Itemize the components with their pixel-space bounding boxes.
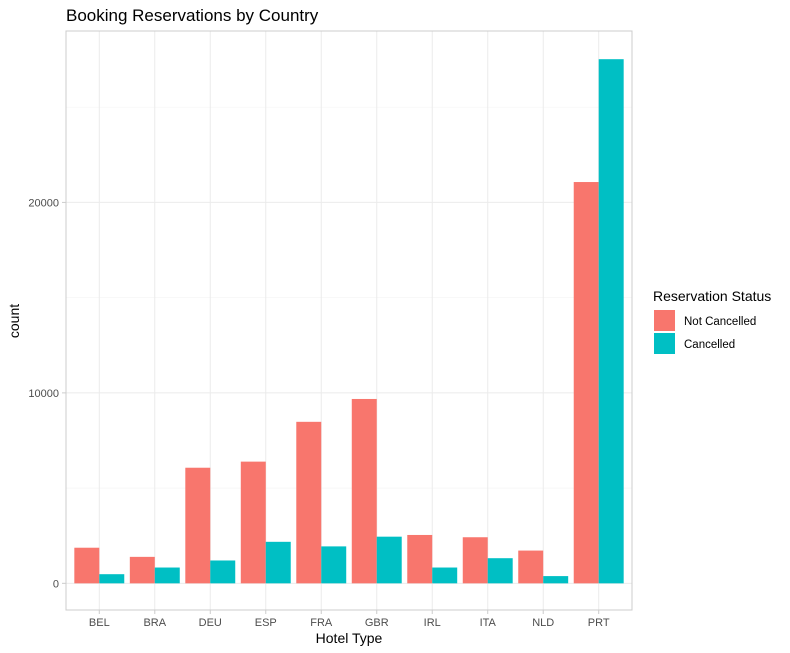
x-tick-label-esp: ESP	[255, 617, 277, 629]
bar-prt-not-cancelled	[573, 182, 599, 584]
bar-bel-not-cancelled	[74, 547, 100, 584]
bar-fra-cancelled	[321, 546, 347, 584]
x-tick-label-nld: NLD	[532, 617, 554, 629]
bar-nld-cancelled	[543, 576, 569, 584]
legend-items: Not Cancelled Cancelled	[654, 310, 756, 354]
bar-ita-not-cancelled	[462, 537, 488, 584]
legend-title: Reservation Status	[653, 288, 771, 304]
bar-gbr-cancelled	[376, 536, 402, 584]
bar-bra-cancelled	[154, 567, 180, 584]
y-tick-label: 20000	[28, 197, 59, 209]
x-tick-label-bra: BRA	[143, 617, 166, 629]
x-tick-label-prt: PRT	[588, 617, 610, 629]
legend-key-not-cancelled	[654, 310, 675, 331]
legend-label-cancelled: Cancelled	[684, 339, 735, 351]
legend: Reservation Status Not Cancelled Cancelle…	[653, 288, 771, 354]
x-tick-label-ita: ITA	[480, 617, 497, 629]
x-tick-label-gbr: GBR	[365, 617, 389, 629]
x-tick-label-bel: BEL	[89, 617, 110, 629]
bar-prt-cancelled	[598, 59, 624, 584]
plot-panel	[65, 30, 633, 611]
bar-ita-cancelled	[487, 558, 513, 584]
bars	[74, 59, 624, 584]
bar-deu-not-cancelled	[185, 467, 211, 584]
chart-title: Booking Reservations by Country	[66, 6, 319, 25]
x-tick-label-irl: IRL	[424, 617, 441, 629]
bar-bra-not-cancelled	[129, 556, 155, 584]
x-tick-label-deu: DEU	[199, 617, 222, 629]
y-axis-title: count	[6, 304, 22, 338]
legend-key-cancelled	[654, 333, 675, 354]
grid-lines	[66, 31, 632, 610]
bar-nld-not-cancelled	[518, 550, 544, 584]
y-axis: 0 10000 20000	[28, 197, 66, 590]
bar-bel-cancelled	[99, 574, 125, 584]
bar-fra-not-cancelled	[296, 421, 322, 584]
legend-label-not-cancelled: Not Cancelled	[684, 316, 756, 328]
bar-esp-not-cancelled	[240, 461, 266, 584]
bar-gbr-not-cancelled	[351, 398, 377, 584]
bar-deu-cancelled	[210, 560, 236, 584]
x-axis-title: Hotel Type	[316, 630, 383, 646]
x-axis: BEL BRA DEU ESP FRA GBR IRL ITA NLD PRT	[89, 610, 610, 629]
y-tick-label: 0	[53, 578, 59, 590]
y-tick-label: 10000	[28, 388, 59, 400]
bar-irl-cancelled	[432, 567, 458, 584]
x-tick-label-fra: FRA	[310, 617, 333, 629]
bar-irl-not-cancelled	[407, 534, 433, 584]
bar-esp-cancelled	[265, 541, 291, 584]
